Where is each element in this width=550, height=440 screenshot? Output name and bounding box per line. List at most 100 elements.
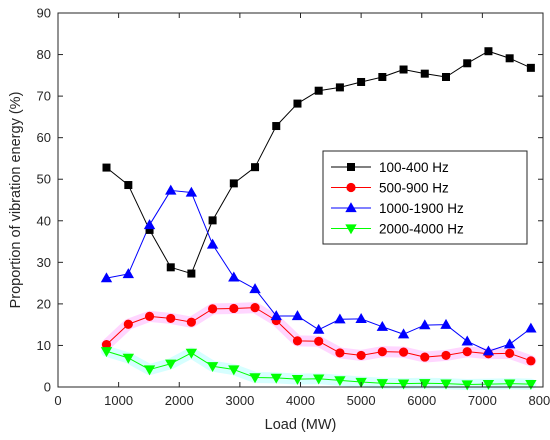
y-tick-label: 60 bbox=[37, 130, 51, 145]
legend-label-100-400-hz: 100-400 Hz bbox=[379, 160, 449, 175]
data-point-500-900-hz bbox=[335, 348, 345, 358]
data-point-1000-1900-hz bbox=[270, 310, 282, 321]
data-point-100-400-hz bbox=[484, 47, 493, 56]
data-point-2000-4000-hz bbox=[165, 359, 177, 370]
x-tick-label: 4000 bbox=[286, 393, 315, 408]
plot-area bbox=[100, 47, 537, 391]
data-point-100-400-hz bbox=[526, 63, 535, 72]
data-point-500-900-hz bbox=[441, 350, 451, 361]
y-tick-label: 90 bbox=[37, 6, 51, 21]
data-point-2000-4000-hz bbox=[291, 374, 304, 385]
data-point-500-900-hz bbox=[377, 347, 387, 357]
y-tick-label: 10 bbox=[37, 338, 51, 353]
x-tick-label: 5000 bbox=[347, 393, 376, 408]
y-tick-label: 50 bbox=[37, 172, 51, 187]
data-point-500-900-hz bbox=[207, 304, 218, 314]
data-point-100-400-hz bbox=[420, 69, 429, 78]
data-point-1000-1900-hz bbox=[100, 272, 113, 283]
y-tick-label: 0 bbox=[44, 380, 51, 395]
data-point-2000-4000-hz bbox=[100, 347, 113, 358]
data-point-2000-4000-hz bbox=[143, 365, 156, 376]
data-point-100-400-hz bbox=[124, 181, 133, 190]
x-axis-title: Load (MW) bbox=[265, 417, 337, 433]
data-point-100-400-hz bbox=[208, 216, 217, 225]
series-markers bbox=[100, 47, 537, 391]
data-point-500-900-hz bbox=[166, 313, 176, 324]
data-point-1000-1900-hz bbox=[397, 328, 410, 339]
data-point-2000-4000-hz bbox=[312, 374, 325, 385]
data-point-2000-4000-hz bbox=[419, 379, 431, 390]
data-point-2000-4000-hz bbox=[185, 348, 198, 359]
data-point-1000-1900-hz bbox=[228, 271, 240, 282]
data-point-1000-1900-hz bbox=[143, 219, 156, 230]
data-point-500-900-hz bbox=[292, 336, 303, 346]
data-point-500-900-hz bbox=[186, 317, 196, 327]
data-point-2000-4000-hz bbox=[334, 376, 346, 387]
x-tick-label: 3000 bbox=[225, 393, 254, 408]
data-point-1000-1900-hz bbox=[122, 268, 135, 279]
data-point-1000-1900-hz bbox=[165, 184, 177, 195]
data-point-1000-1900-hz bbox=[503, 338, 516, 349]
data-point-100-400-hz bbox=[166, 263, 175, 272]
data-point-500-900-hz bbox=[314, 336, 324, 346]
data-point-1000-1900-hz bbox=[291, 310, 304, 321]
data-point-1000-1900-hz bbox=[206, 238, 219, 249]
data-point-500-900-hz bbox=[420, 352, 430, 362]
legend-label-1000-1900-hz: 1000-1900 Hz bbox=[379, 201, 464, 216]
y-axis: 0 10 20 30 40 50 60 70 80 90 bbox=[37, 6, 543, 395]
data-point-500-900-hz bbox=[144, 311, 155, 321]
legend-marker-100-400-hz bbox=[346, 162, 355, 171]
data-point-1000-1900-hz bbox=[355, 313, 367, 323]
x-tick-label: 0 bbox=[54, 393, 61, 408]
legend-marker-2000-4000-hz bbox=[345, 224, 357, 235]
legend-label-2000-4000-hz: 2000-4000 Hz bbox=[379, 222, 464, 237]
data-point-500-900-hz bbox=[505, 348, 515, 358]
data-point-2000-4000-hz bbox=[206, 362, 219, 373]
data-point-500-900-hz bbox=[462, 347, 472, 357]
data-point-500-900-hz bbox=[526, 356, 536, 366]
x-tick-label: 2000 bbox=[165, 393, 194, 408]
data-point-100-400-hz bbox=[505, 54, 514, 63]
x-tick-label: 7000 bbox=[468, 393, 497, 408]
data-point-500-900-hz bbox=[398, 347, 409, 357]
y-tick-label: 80 bbox=[37, 47, 51, 62]
data-point-1000-1900-hz bbox=[525, 322, 537, 333]
data-point-2000-4000-hz bbox=[249, 373, 261, 384]
data-point-100-400-hz bbox=[293, 99, 302, 108]
data-point-100-400-hz bbox=[229, 179, 238, 188]
data-point-100-400-hz bbox=[102, 163, 111, 172]
data-point-2000-4000-hz bbox=[440, 379, 452, 390]
x-tick-label: 1000 bbox=[104, 393, 133, 408]
data-point-2000-4000-hz bbox=[376, 379, 389, 390]
data-point-2000-4000-hz bbox=[525, 379, 537, 390]
y-tick-label: 70 bbox=[37, 89, 51, 104]
data-point-1000-1900-hz bbox=[312, 323, 325, 334]
data-point-1000-1900-hz bbox=[482, 345, 495, 356]
data-point-2000-4000-hz bbox=[482, 379, 495, 390]
data-point-1000-1900-hz bbox=[334, 313, 346, 324]
legend: 100-400 Hz 500-900 Hz 1000-1900 Hz 2000-400… bbox=[322, 150, 528, 245]
data-point-100-400-hz bbox=[357, 77, 366, 86]
y-tick-label: 40 bbox=[37, 213, 51, 228]
y-tick-label: 20 bbox=[37, 296, 51, 311]
legend-label-500-900-hz: 500-900 Hz bbox=[379, 181, 449, 196]
legend-marker-1000-1900-hz bbox=[345, 202, 357, 213]
data-point-1000-1900-hz bbox=[419, 319, 431, 330]
data-point-500-900-hz bbox=[123, 319, 133, 329]
data-point-100-400-hz bbox=[441, 72, 450, 81]
data-point-100-400-hz bbox=[272, 122, 281, 131]
data-point-100-400-hz bbox=[378, 72, 387, 81]
data-point-100-400-hz bbox=[463, 59, 472, 68]
data-point-100-400-hz bbox=[399, 65, 408, 74]
data-point-100-400-hz bbox=[314, 86, 323, 95]
data-point-2000-4000-hz bbox=[461, 380, 473, 391]
data-point-500-900-hz bbox=[229, 303, 239, 314]
y-axis-title: Proportion of vibration energy (%) bbox=[8, 92, 24, 309]
data-point-1000-1900-hz bbox=[440, 318, 452, 329]
data-point-2000-4000-hz bbox=[122, 353, 135, 364]
data-point-2000-4000-hz bbox=[270, 373, 282, 384]
data-point-2000-4000-hz bbox=[397, 379, 410, 390]
data-point-500-900-hz bbox=[356, 350, 366, 361]
